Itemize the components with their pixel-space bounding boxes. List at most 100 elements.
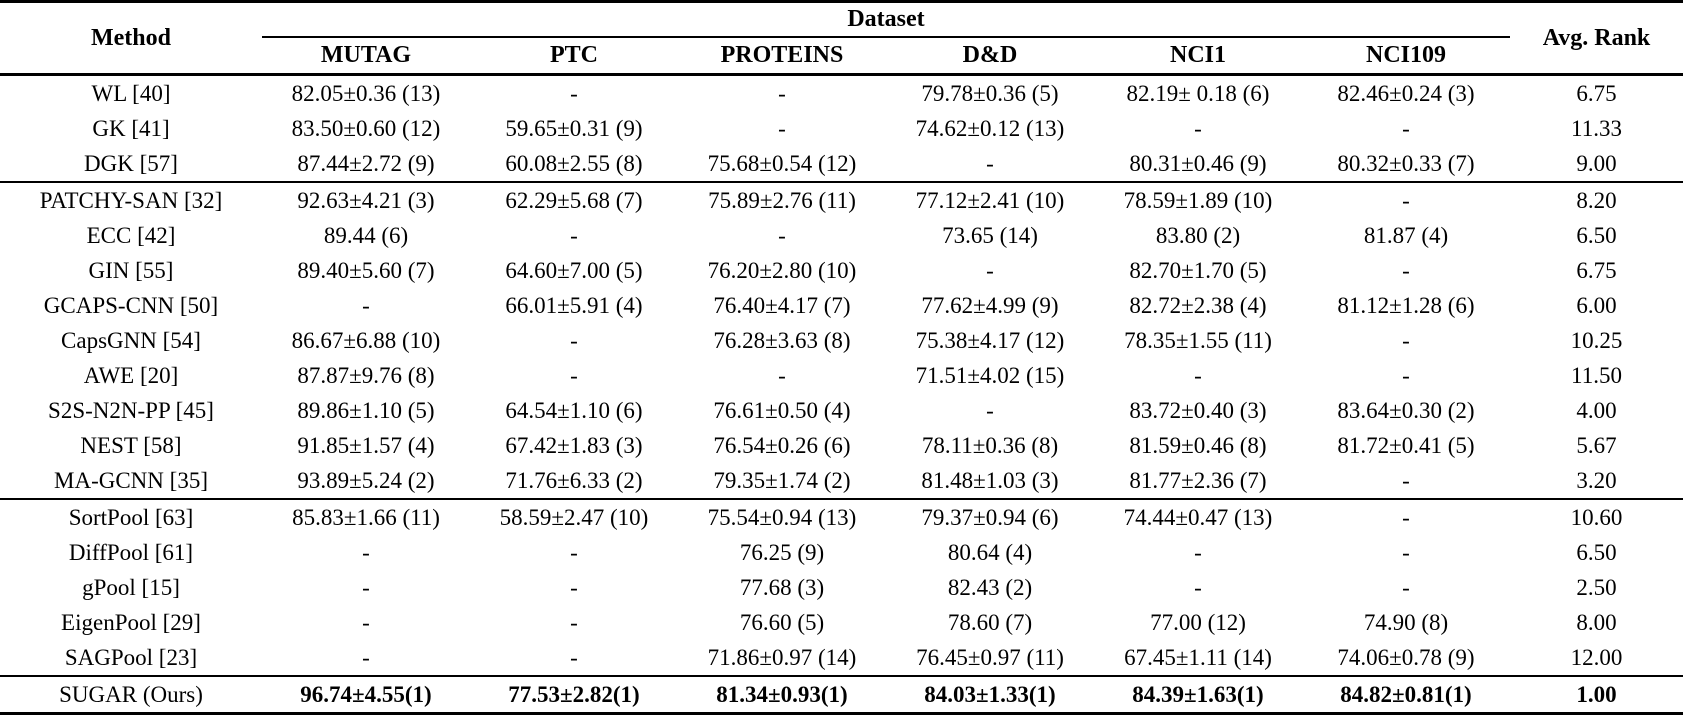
value-cell: 83.80 (2)	[1155, 222, 1241, 248]
value-cell: -	[986, 397, 994, 423]
value-cell: -	[570, 574, 578, 600]
table-row: EigenPool [29] - - 76.60 (5) 78.60 (7) 77.00 …	[0, 605, 1683, 640]
value-cell: 82.46±0.24 (3)	[1337, 80, 1475, 106]
value-cell: 67.42±1.83 (3)	[505, 432, 643, 458]
value-cell: 80.64 (4)	[947, 539, 1033, 565]
value-cell: 74.44±0.47 (13)	[1123, 504, 1273, 530]
table-row: DGK [57] 87.44±2.72 (9) 60.08±2.55 (8) 75.6…	[0, 146, 1683, 183]
value-cell: -	[362, 574, 370, 600]
value-cell: -	[1194, 115, 1202, 141]
method-cell: CapsGNN [54]	[61, 327, 201, 353]
value-cell: -	[470, 640, 678, 677]
value-cell: 66.01±5.91 (4)	[505, 292, 643, 318]
value-cell: 81.87 (4)	[1363, 222, 1449, 248]
avg-rank-cell: 6.50	[1576, 222, 1617, 248]
method-cell: ECC [42]	[86, 222, 176, 248]
value-cell: -	[570, 609, 578, 635]
value-cell: 76.45±0.97 (11)	[886, 640, 1094, 677]
value-cell: 87.44±2.72 (9)	[262, 146, 470, 183]
avg-rank-cell: 12.00	[1510, 640, 1683, 677]
avg-rank-cell: 5.67	[1576, 432, 1617, 458]
value-cell: 59.65±0.31 (9)	[505, 115, 643, 141]
avg-rank-cell: 8.00	[1576, 609, 1617, 635]
table-row: GIN [55] 89.40±5.60 (7) 64.60±7.00 (5) 76.2…	[0, 253, 1683, 288]
header-row-groups: Method Dataset Avg. Rank	[0, 1, 1683, 76]
value-cell: 81.59±0.46 (8)	[1129, 432, 1267, 458]
avg-rank-cell: 2.50	[1576, 574, 1617, 600]
method-cell: DiffPool [61]	[68, 539, 194, 565]
dataset-header-ptc: PTC	[470, 37, 678, 76]
value-cell: 82.19± 0.18 (6)	[1126, 80, 1270, 106]
method-cell: SUGAR (Ours)	[59, 681, 203, 707]
value-cell: -	[778, 362, 786, 388]
avg-rank-cell: 11.50	[1571, 362, 1622, 388]
table-row: DiffPool [61] - - 76.25 (9) 80.64 (4) - - 6.50	[0, 535, 1683, 570]
value-cell: -	[778, 80, 786, 106]
dataset-header-nci1: NCI1	[1094, 37, 1302, 76]
value-cell: 77.62±4.99 (9)	[921, 292, 1059, 318]
value-cell: -	[1194, 574, 1202, 600]
table-row: MA-GCNN [35] 93.89±5.24 (2) 71.76±6.33 (2)…	[0, 463, 1683, 500]
value-cell: -	[362, 609, 370, 635]
value-cell: -	[570, 362, 578, 388]
value-cell: 89.86±1.10 (5)	[297, 397, 435, 423]
method-cell: NEST [58]	[80, 432, 182, 458]
value-cell: 60.08±2.55 (8)	[470, 146, 678, 183]
method-cell: GCAPS-CNN [50]	[43, 292, 219, 318]
value-cell: 67.45±1.11 (14)	[1094, 640, 1302, 677]
value-cell: -	[1402, 539, 1410, 565]
value-cell: 77.68 (3)	[739, 574, 825, 600]
table-row: SAGPool [23] - -71.86±0.97 (14) 76.45±0.97 …	[0, 640, 1683, 677]
value-cell: 76.61±0.50 (4)	[713, 397, 851, 423]
method-cell: MA-GCNN [35]	[0, 463, 262, 500]
value-cell: 76.25 (9)	[739, 539, 825, 565]
value-cell: 77.12±2.41 (10)	[915, 187, 1065, 213]
value-cell: 85.83±1.66 (11)	[292, 504, 440, 530]
value-cell: -	[1402, 362, 1410, 388]
avg-rank-cell: 3.20	[1510, 463, 1683, 500]
avg-rank-cell: 10.25	[1570, 327, 1623, 353]
method-cell: gPool [15]	[82, 574, 180, 600]
value-cell: 78.11±0.36 (8)	[921, 432, 1059, 458]
value-cell: 75.68±0.54 (12)	[678, 146, 886, 183]
value-cell: 76.28±3.63 (8)	[713, 327, 851, 353]
method-cell: GK [41]	[92, 115, 170, 141]
avg-rank-cell: 6.75	[1576, 80, 1617, 106]
table-row: S2S-N2N-PP [45] 89.86±1.10 (5) 64.54±1.10 …	[0, 393, 1683, 428]
method-cell: EigenPool [29]	[61, 609, 201, 635]
value-cell: 81.34±0.93(1)	[716, 681, 848, 707]
value-cell: -	[1402, 504, 1410, 530]
value-cell: 71.76±6.33 (2)	[470, 463, 678, 500]
dataset-group-header: Dataset	[262, 1, 1510, 38]
value-cell: -	[1402, 187, 1410, 213]
value-cell: 93.89±5.24 (2)	[262, 463, 470, 500]
value-cell: 77.53±2.82(1)	[508, 681, 640, 707]
avg-rank-cell: 1.00	[1576, 681, 1617, 707]
value-cell: 78.60 (7)	[947, 609, 1033, 635]
method-cell: GIN [55]	[88, 257, 174, 283]
value-cell: 74.06±0.78 (9)	[1302, 640, 1510, 677]
avg-rank-cell: 11.33	[1571, 115, 1622, 141]
table-row: NEST [58] 91.85±1.57 (4) 67.42±1.83 (3) 76.…	[0, 428, 1683, 463]
value-cell: 82.05±0.36 (13)	[291, 80, 441, 106]
value-cell: 86.67±6.88 (10)	[291, 327, 441, 353]
value-cell: -	[1194, 539, 1202, 565]
table-row: PATCHY-SAN [32] 92.63±4.21 (3) 62.29±5.68 …	[0, 182, 1683, 218]
value-cell: 79.35±1.74 (2)	[678, 463, 886, 500]
avg-rank-cell: 10.60	[1570, 504, 1623, 530]
dataset-header-dd: D&D	[886, 37, 1094, 76]
value-cell: 64.60±7.00 (5)	[505, 257, 643, 283]
value-cell: 91.85±1.57 (4)	[297, 432, 435, 458]
value-cell: 77.00 (12)	[1150, 609, 1246, 635]
value-cell: -	[570, 222, 578, 248]
value-cell: 89.40±5.60 (7)	[297, 257, 435, 283]
method-cell: S2S-N2N-PP [45]	[48, 397, 214, 423]
table-row: WL [40] 82.05±0.36 (13) - - 79.78±0.36 (5) 82…	[0, 75, 1683, 112]
value-cell: 81.48±1.03 (3)	[886, 463, 1094, 500]
method-cell: DGK [57]	[0, 146, 262, 183]
value-cell: 87.87±9.76 (8)	[297, 362, 435, 388]
value-cell: 89.44 (6)	[323, 222, 409, 248]
value-cell: 81.12±1.28 (6)	[1337, 292, 1475, 318]
